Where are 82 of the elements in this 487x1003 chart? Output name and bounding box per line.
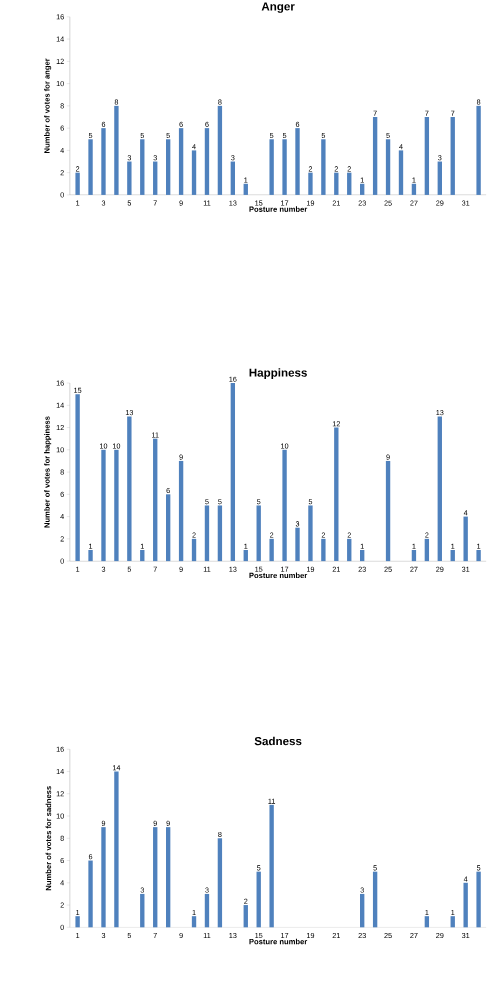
bar: [153, 438, 158, 562]
bar: [153, 827, 158, 928]
bar: [230, 383, 236, 562]
bar: [373, 871, 378, 928]
bar: [308, 172, 313, 195]
bar: [205, 505, 210, 562]
bar: [88, 549, 93, 562]
bar: [308, 505, 313, 562]
bar: [140, 893, 145, 928]
bar: [88, 860, 93, 928]
bar: [243, 183, 249, 195]
bar: [101, 128, 106, 195]
bar: [282, 139, 288, 195]
bar: [114, 105, 119, 195]
bar: [424, 538, 430, 562]
bar: [424, 916, 430, 928]
bar: [230, 161, 236, 195]
bar: [114, 449, 119, 562]
bar: [256, 505, 262, 562]
bar: [217, 105, 223, 195]
bar: [192, 538, 197, 562]
bar: [243, 549, 249, 562]
bar: [205, 893, 210, 928]
bar: [101, 449, 106, 562]
bar: [476, 105, 482, 195]
chart-title: Sadness: [254, 736, 302, 746]
bar: [75, 916, 81, 928]
bar: [360, 183, 365, 195]
bar: [360, 549, 365, 562]
bar: [243, 905, 249, 928]
bar: [386, 139, 391, 195]
bar: [166, 139, 171, 195]
bar: [114, 771, 119, 928]
bar: [127, 416, 132, 562]
bar: [75, 394, 81, 562]
bar: [269, 804, 275, 928]
bar: [386, 460, 391, 562]
bar: [321, 538, 326, 562]
bar: [282, 449, 288, 562]
bar: [450, 117, 456, 195]
bar: [399, 150, 404, 195]
bar: [88, 139, 93, 195]
bar: [437, 416, 443, 562]
chart-title: Happiness: [249, 368, 308, 380]
bar: [424, 117, 430, 195]
bar: [166, 827, 171, 928]
bar: [450, 916, 456, 928]
bar: [295, 527, 300, 562]
bar: [217, 838, 223, 928]
bar: [373, 117, 378, 195]
bar: [75, 172, 81, 195]
bar: [476, 549, 482, 562]
bar: [140, 139, 145, 195]
bar: [295, 128, 300, 195]
bar: [321, 139, 326, 195]
bar: [166, 494, 171, 562]
bar: [179, 128, 184, 195]
bar: [463, 516, 469, 562]
bar: [347, 538, 352, 562]
chart-title: Anger: [261, 2, 295, 13]
bar: [347, 172, 352, 195]
bar: [334, 172, 339, 195]
bar: [412, 549, 417, 562]
bar: [463, 882, 469, 928]
bar: [269, 538, 275, 562]
bar: [360, 893, 365, 928]
bar: [192, 916, 197, 928]
bar: [437, 161, 443, 195]
bar: [334, 427, 339, 562]
bar: [140, 549, 145, 562]
bar: [256, 871, 262, 928]
bar: [127, 161, 132, 195]
bar: [192, 150, 197, 195]
bar: [153, 161, 158, 195]
bar: [101, 827, 106, 928]
bar: [205, 128, 210, 195]
bar: [179, 460, 184, 562]
bar: [476, 871, 482, 928]
bar: [217, 505, 223, 562]
bar: [269, 139, 275, 195]
bar: [450, 549, 456, 562]
bar: [412, 183, 417, 195]
